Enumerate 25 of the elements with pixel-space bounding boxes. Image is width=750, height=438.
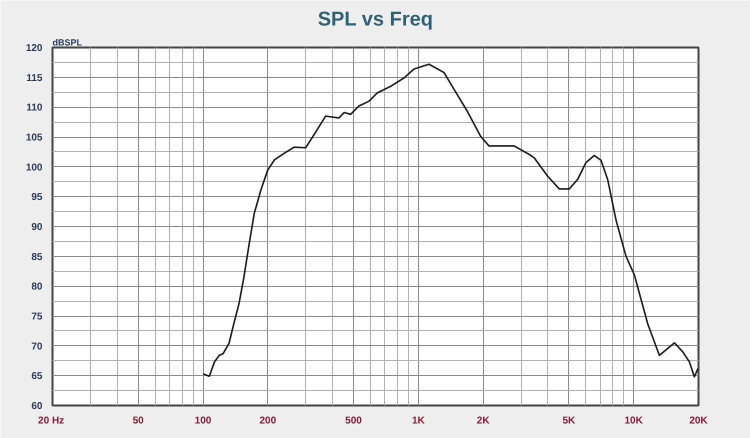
x-tick-label: 20K xyxy=(689,416,708,426)
chart-title: SPL vs Freq xyxy=(318,8,433,30)
y-tick-label: 75 xyxy=(31,312,43,322)
y-tick-label: 120 xyxy=(26,43,43,54)
x-tick-label: 500 xyxy=(345,416,362,426)
y-tick-label: 80 xyxy=(31,282,43,293)
y-tick-label: 65 xyxy=(31,371,43,382)
y-tick-label: 90 xyxy=(31,222,43,233)
x-tick-label: 50 xyxy=(132,416,144,426)
x-tick-label: 5K xyxy=(562,416,576,426)
x-tick-label: 10K xyxy=(624,416,644,426)
y-tick-label: 95 xyxy=(31,192,43,204)
x-tick-label: 100 xyxy=(194,416,212,426)
y-tick-label: 105 xyxy=(26,132,43,144)
y-tick-label: 100 xyxy=(26,162,43,174)
y-tick-label: 85 xyxy=(31,252,43,263)
y-tick-label: 70 xyxy=(31,341,43,352)
x-tick-label: 2K xyxy=(476,416,490,426)
y-axis-title: dBSPL xyxy=(52,38,83,48)
x-tick-label: 1K xyxy=(412,416,426,426)
x-tick-label: 20 Hz xyxy=(38,416,64,426)
y-tick-label: 115 xyxy=(26,72,43,84)
y-tick-label: 110 xyxy=(26,102,43,114)
y-tick-label: 60 xyxy=(31,401,43,412)
x-tick-label: 200 xyxy=(259,416,277,426)
